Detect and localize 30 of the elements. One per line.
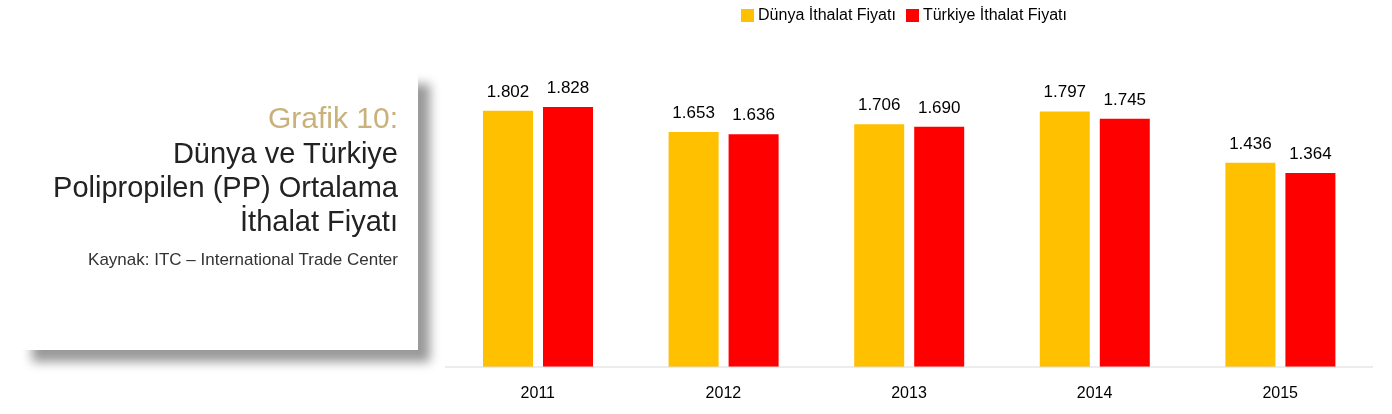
x-tick-label: 2014	[1076, 384, 1113, 402]
data-label: 1.706	[857, 95, 901, 115]
bar	[668, 131, 719, 367]
bar	[1225, 162, 1276, 367]
data-label: 1.653	[672, 102, 715, 122]
data-label: 1.690	[917, 97, 961, 117]
data-label: 1.745	[1103, 89, 1147, 109]
bar	[854, 124, 905, 367]
bar	[1285, 173, 1336, 367]
data-label: 1.828	[546, 78, 590, 97]
data-label: 1.802	[486, 81, 530, 101]
bar	[543, 107, 593, 367]
data-label: 1.436	[1229, 133, 1272, 153]
legend-label: Dünya İthalat Fiyatı	[758, 6, 896, 23]
bar	[1039, 111, 1090, 367]
x-tick-label: 2013	[891, 384, 927, 402]
legend-label: Türkiye İthalat Fiyatı	[922, 6, 1067, 23]
bar	[728, 134, 779, 367]
x-tick-label: 2015	[1262, 384, 1299, 402]
bar	[483, 110, 533, 367]
data-label: 1.364	[1289, 144, 1332, 163]
text: Kaynak: ITC – International Trade Center	[87, 250, 398, 270]
text: Dünya ve Türkiye Polipropilen (PP) Ortalama İthalat Fiyatı	[52, 136, 398, 238]
chart-title: Grafik 10:	[266, 100, 398, 136]
data-label: 1.797	[1043, 82, 1087, 102]
x-tick-label: 2012	[705, 384, 742, 402]
bar	[1099, 118, 1150, 367]
data-label: 1.636	[732, 105, 775, 125]
x-tick-label: 2011	[520, 384, 556, 402]
bar	[914, 126, 965, 367]
